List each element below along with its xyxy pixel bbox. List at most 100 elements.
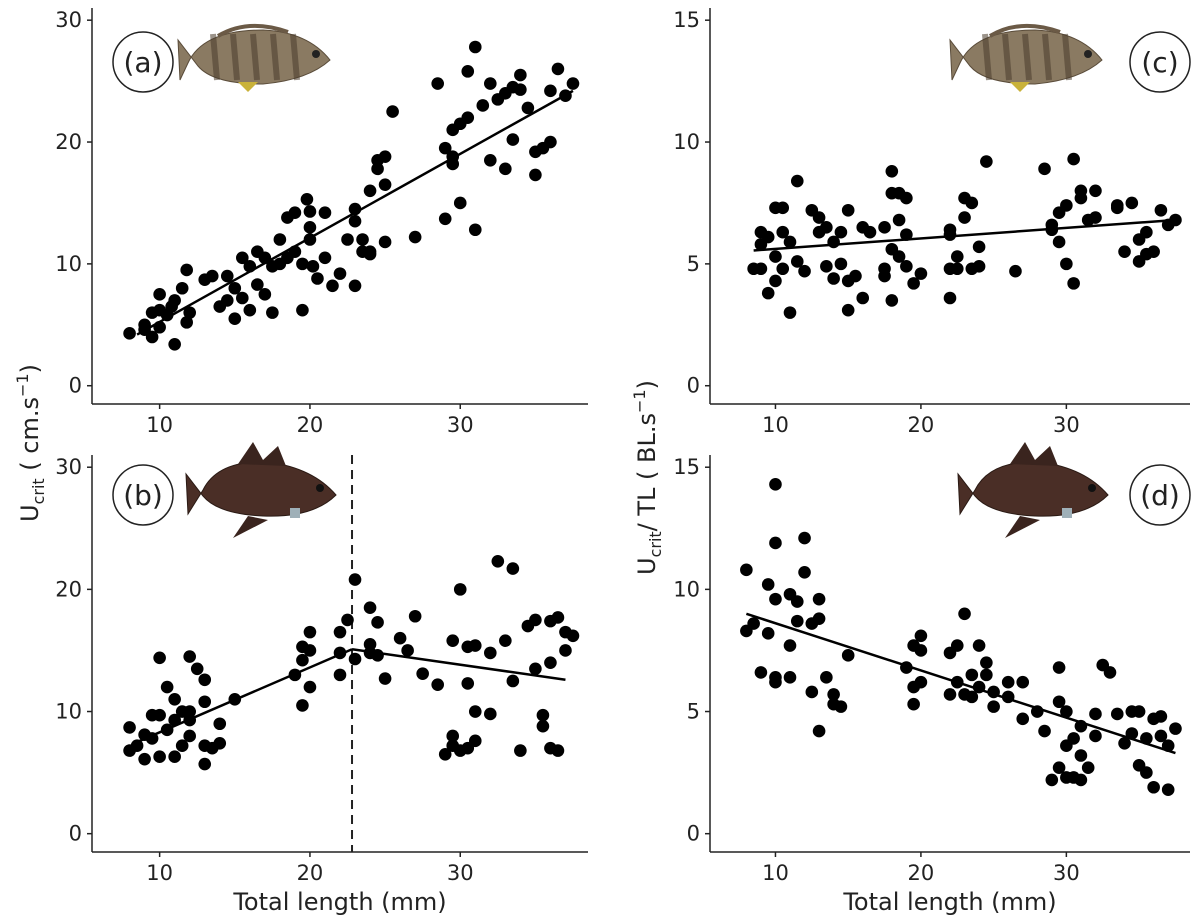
x-tick-label: 10: [762, 413, 789, 437]
panel-a: 0 10 20 30 10 20 30 (a): [55, 8, 588, 437]
data-point: [820, 671, 833, 684]
data-point: [1089, 211, 1102, 224]
data-point: [303, 644, 317, 657]
y-tick-label: 30: [55, 455, 82, 479]
data-point: [1110, 707, 1124, 721]
data-point: [805, 685, 819, 699]
data-point: [506, 133, 520, 146]
data-point: [972, 260, 986, 273]
data-point: [776, 201, 790, 215]
dark-reef-fish-icon: [185, 442, 337, 538]
data-point: [1067, 732, 1080, 745]
panel-c: 0 5 10 15 10 20 30 (c): [673, 8, 1191, 437]
data-point: [559, 644, 572, 657]
y-tick-label: 0: [687, 374, 700, 398]
y-axis-title-left-rest: ( cm.s: [16, 397, 44, 478]
data-point: [950, 639, 964, 652]
data-point: [1132, 705, 1146, 718]
data-point: [160, 680, 174, 694]
data-point: [175, 739, 189, 753]
data-point: [205, 269, 219, 283]
data-point: [1147, 245, 1160, 258]
data-point: [965, 196, 979, 210]
data-point: [378, 235, 392, 249]
y-axis-title-left-sup: −1: [13, 373, 32, 397]
y-tick-label: 15: [673, 8, 700, 32]
data-point: [1147, 780, 1160, 794]
data-point: [363, 184, 377, 198]
data-point: [461, 677, 475, 690]
data-point: [914, 629, 928, 643]
data-point: [834, 700, 848, 713]
data-point: [544, 84, 557, 98]
data-point: [914, 267, 928, 280]
data-point: [776, 262, 790, 276]
data-point: [769, 478, 782, 491]
y-tick-label: 10: [673, 577, 700, 601]
data-point: [1154, 729, 1168, 743]
data-point: [1060, 257, 1073, 271]
data-point: [536, 719, 550, 733]
data-point: [484, 707, 497, 721]
data-point: [476, 99, 490, 112]
fit-line: [351, 647, 566, 682]
data-point: [958, 607, 971, 621]
data-point: [153, 651, 166, 665]
data-point: [812, 724, 826, 738]
data-point: [950, 262, 964, 276]
data-point: [769, 671, 782, 684]
panel-label-circle: [1129, 464, 1191, 526]
data-point: [885, 294, 899, 307]
data-point: [180, 263, 193, 277]
data-point: [1110, 199, 1124, 212]
y-tick-label: 10: [55, 700, 82, 724]
x-tick-label: 30: [447, 861, 474, 885]
data-point: [168, 337, 181, 351]
data-point: [1118, 245, 1131, 258]
data-point: [856, 291, 870, 305]
fit-line: [753, 218, 1176, 252]
data-point: [138, 752, 151, 766]
data-point: [468, 223, 482, 237]
data-point: [416, 667, 429, 680]
data-point: [841, 203, 855, 217]
data-point: [123, 721, 136, 734]
x-tick-label: 10: [146, 861, 173, 885]
data-point: [1089, 707, 1102, 721]
data-point: [153, 288, 166, 301]
y-axis-title-right-rest: / TL ( BL.s: [633, 413, 661, 531]
data-point: [885, 164, 899, 178]
data-point: [1140, 766, 1153, 779]
data-point: [1154, 710, 1168, 723]
data-point: [1074, 184, 1088, 198]
data-point: [190, 662, 204, 676]
data-point: [900, 228, 913, 241]
data-point: [378, 178, 392, 191]
data-point: [491, 554, 505, 568]
data-point: [393, 631, 407, 645]
data-point: [1067, 152, 1080, 166]
data-point: [790, 614, 804, 628]
data-point: [943, 228, 957, 241]
data-point: [461, 65, 475, 78]
data-point: [1060, 199, 1073, 212]
data-point: [213, 717, 227, 731]
data-point: [266, 306, 279, 319]
y-axis-title-left-sub: crit: [29, 478, 48, 504]
data-point: [1038, 162, 1051, 176]
data-point: [1161, 783, 1175, 797]
data-point: [834, 257, 848, 271]
data-point: [303, 625, 317, 639]
data-point: [431, 678, 444, 691]
data-point: [841, 649, 855, 662]
data-point: [363, 601, 377, 614]
data-point: [1052, 235, 1066, 249]
data-point: [849, 269, 862, 283]
data-point: [1154, 203, 1168, 217]
data-point: [514, 68, 527, 82]
data-point: [401, 644, 414, 657]
data-point: [300, 192, 314, 206]
data-point: [790, 255, 804, 268]
data-point: [341, 613, 354, 627]
data-point: [258, 288, 272, 301]
